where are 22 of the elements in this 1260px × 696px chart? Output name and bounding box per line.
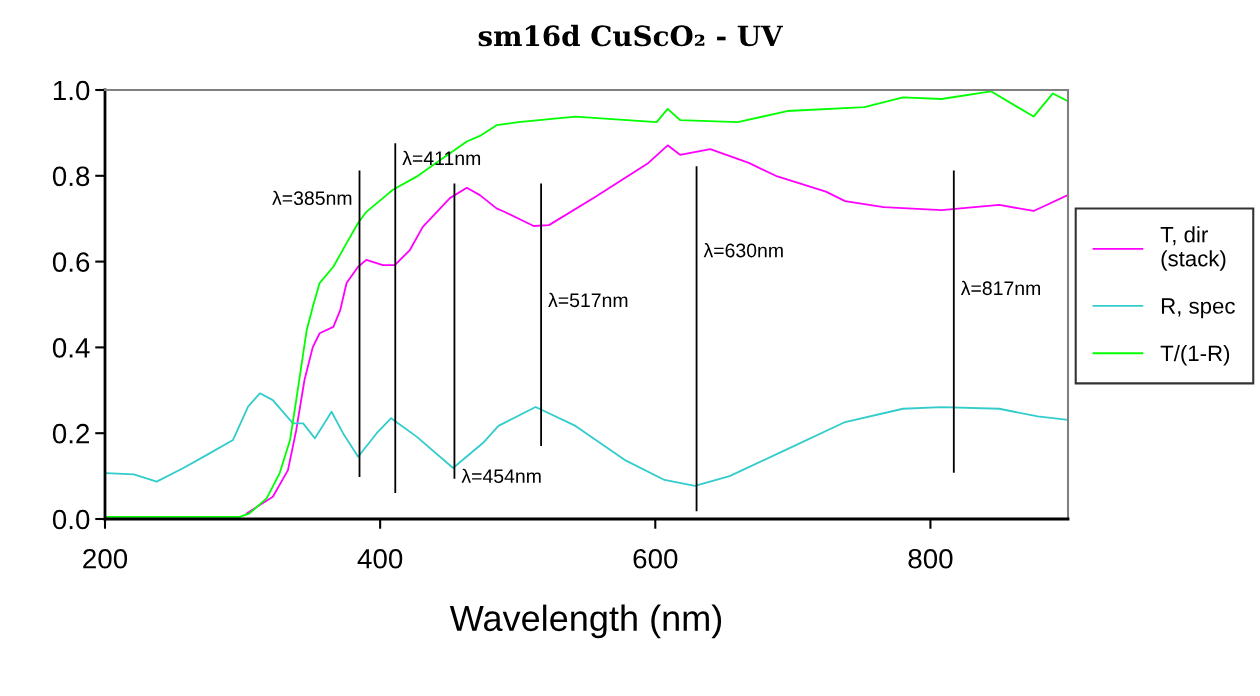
annotation: λ=385nm (272, 190, 352, 206)
line-series (105, 392, 1068, 487)
x-tick-label: 400 (357, 548, 403, 569)
x-tick-label: 800 (908, 548, 953, 569)
y-tick-label: 0.4 (52, 338, 90, 358)
y-tick-label: 1.0 (53, 80, 90, 101)
y-tick-label: 0.2 (52, 423, 90, 444)
x-tick-label: 600 (633, 548, 678, 569)
annotation: λ=817nm (960, 280, 1041, 296)
x-tick-label: 200 (83, 548, 128, 569)
legend-label: R, spec (1161, 298, 1235, 319)
annotation: λ=630nm (703, 243, 783, 258)
x-axis-title: Wavelength (nm) (449, 604, 722, 639)
annotation: λ=517nm (548, 292, 628, 308)
line-series (245, 144, 1068, 515)
y-tick-label: 0.8 (52, 166, 90, 187)
y-tick-label: 0.0 (52, 509, 90, 530)
legend-label: T/(1-R) (1160, 344, 1230, 366)
annotation: λ=454nm (461, 468, 541, 484)
legend-label: T, dir (stack) (1160, 226, 1226, 271)
chart-title: sm16d CuScO₂ - UV (478, 24, 783, 47)
y-tick-label: 0.6 (52, 252, 90, 272)
